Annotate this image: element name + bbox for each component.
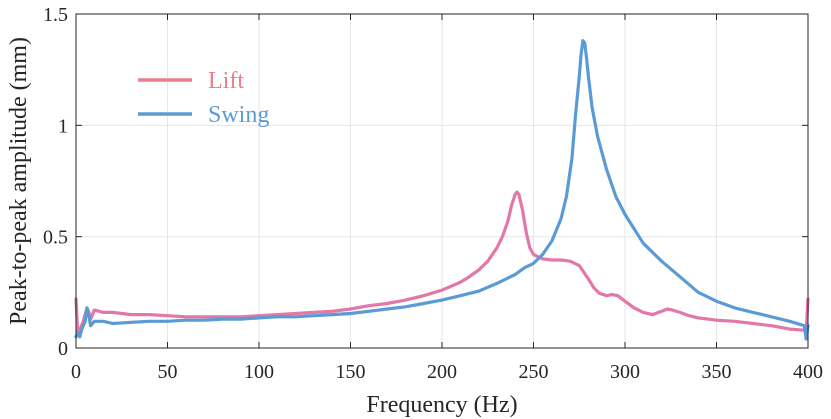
x-tick-label: 200 xyxy=(427,361,457,383)
y-axis-label: Peak-to-peak amplitude (mm) xyxy=(6,37,32,325)
x-axis-label: Frequency (Hz) xyxy=(366,392,517,418)
x-tick-label: 250 xyxy=(519,361,549,383)
grid-lines xyxy=(75,13,809,349)
y-tick-label: 1 xyxy=(58,115,68,137)
x-tick-label: 50 xyxy=(158,361,178,383)
legend-label-swing: Swing xyxy=(208,102,269,128)
y-tick-label: 0.5 xyxy=(43,227,68,249)
series-line-swing xyxy=(74,39,810,341)
series-lines xyxy=(74,39,810,341)
series-line-lift xyxy=(74,190,810,337)
x-tick-label: 0 xyxy=(71,361,81,383)
x-tick-label: 300 xyxy=(610,361,640,383)
axis-ticks: 0 50 100 150 200 250 300 350 400 0 0.5 1 1.5 xyxy=(43,4,823,383)
x-tick-label: 100 xyxy=(244,361,274,383)
y-tick-label: 1.5 xyxy=(43,4,68,26)
x-tick-label: 150 xyxy=(336,361,366,383)
x-tick-label: 350 xyxy=(702,361,732,383)
x-tick-label: 400 xyxy=(793,361,823,383)
y-tick-label: 0 xyxy=(58,338,68,360)
legend: Lift Swing xyxy=(138,68,269,128)
legend-label-lift: Lift xyxy=(208,68,244,94)
